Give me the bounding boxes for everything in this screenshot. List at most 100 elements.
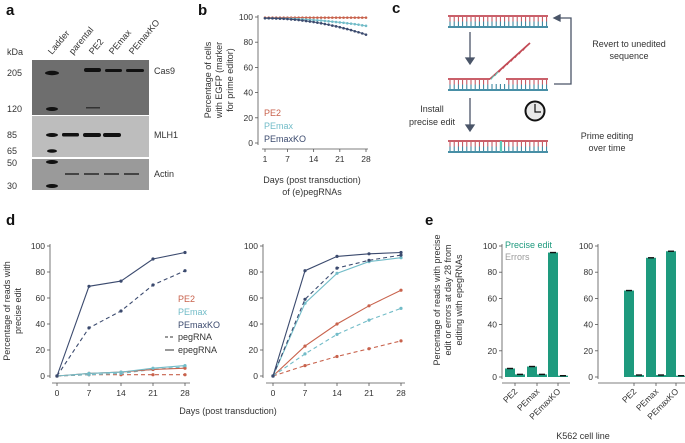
data-point-pemaxko: [338, 25, 342, 29]
flap-base: [510, 57, 515, 62]
legend-epegrna: epegRNA: [178, 345, 217, 355]
flap-base: [506, 60, 511, 66]
y-tick-label: 80: [584, 267, 594, 277]
data-point-pemaxko-epegrna: [271, 374, 275, 378]
chart-precise-vs-errors: 020406080100PE2PEmaxPEmaxKO020406080100P…: [432, 234, 685, 441]
data-point-pemaxko: [308, 20, 312, 23]
data-point-pemax: [357, 23, 360, 26]
bar-pe2-errors: [515, 374, 525, 377]
blot-bands: [45, 68, 144, 188]
data-point-pe2-epegrna: [303, 344, 307, 348]
data-point-pemaxko: [364, 33, 368, 36]
panel-label-a: a: [6, 2, 15, 19]
ladder-85: 85: [7, 130, 17, 140]
data-point-pemax-epegrna: [335, 271, 339, 275]
bar-pe2-precise-edit: [624, 290, 634, 377]
y-tick-label: 80: [488, 267, 498, 277]
x-tick-label: 7: [303, 388, 308, 398]
y-tick-label: 60: [249, 293, 259, 303]
revert-label-line2: sequence: [609, 51, 648, 61]
data-point-pemaxko: [278, 17, 282, 20]
flap-base: [522, 46, 527, 51]
lane-label-ladder: Ladder: [46, 28, 72, 56]
data-point-pemaxko-epegrna: [303, 269, 307, 273]
data-point-pemax: [345, 22, 349, 25]
data-point-pe2-epegrna: [367, 304, 371, 308]
y-tick-label: 0: [248, 138, 253, 148]
x-tick-label: 7: [285, 154, 290, 164]
clock-label-line1: Prime editing: [581, 131, 634, 141]
y-tick-label: 100: [31, 241, 45, 251]
data-point-pemaxko-epegrna: [183, 250, 187, 255]
x-tick-label: 21: [148, 388, 158, 398]
data-point-pemax: [349, 22, 353, 25]
bar-pemax-precise-edit: [646, 257, 656, 377]
x-tick-label: 21: [335, 154, 345, 164]
legend-pemax: PEmax: [264, 121, 294, 131]
x-tick-label: 0: [55, 388, 60, 398]
x-axis-label: Days (post transduction): [179, 406, 277, 416]
data-point-pe2-pegrna: [399, 339, 403, 343]
protein-label-actin: Actin: [154, 169, 174, 179]
data-point-pemaxko: [267, 16, 271, 20]
protein-label-cas9: Cas9: [154, 66, 175, 76]
data-point-pemax: [316, 18, 319, 22]
bar-pemax-errors: [656, 375, 666, 377]
data-point-pe2: [304, 16, 308, 19]
data-point-pe2: [334, 16, 338, 19]
bar-pemaxko-precise-edit: [666, 251, 676, 377]
western-blot: kDa Ladder parental PE2 PEmax PEmaxKO 20…: [7, 18, 178, 191]
y-tick-label: 100: [239, 12, 253, 22]
bar-pe2-errors: [634, 375, 644, 377]
subplot-d-right: 0 20 40 60 80 100 0 7 14 21 28: [244, 241, 406, 398]
subplot-d-left: 0 20 40 60 80 100 0 7 14 21 28: [31, 241, 190, 398]
data-point-pemaxko: [327, 23, 330, 26]
data-point-pemaxko-epegrna: [119, 279, 123, 283]
series-line-pemaxko: [265, 17, 367, 36]
legend-precise-edit: Precise edit: [505, 240, 553, 250]
y-tick-label: 20: [488, 346, 498, 356]
series-line-pemax-pegrna: [272, 307, 402, 377]
dna-edited: [448, 140, 548, 153]
data-point-pemaxko: [263, 16, 267, 20]
y-axis-label-line: edit or errors at day 28 from: [443, 244, 453, 355]
bar-pemax-precise-edit: [527, 366, 537, 377]
panel-label-e: e: [425, 212, 433, 229]
y-tick-label: 60: [244, 62, 254, 72]
prime-editing-diagram: Revert to unedited sequence Install prec…: [409, 13, 666, 153]
data-point-pemaxko: [289, 18, 293, 21]
x-tick-label: PE2: [501, 386, 520, 405]
y-tick-label: 80: [244, 37, 254, 47]
data-point-pe2: [319, 16, 323, 19]
y-axis-label-line: editing with epegRNAs: [454, 254, 464, 346]
clock-icon: [524, 100, 546, 122]
ladder-120: 120: [7, 104, 22, 114]
data-point-pemaxko: [323, 22, 327, 26]
data-point-pemaxko-epegrna: [55, 374, 59, 378]
lane-label-pe2: PE2: [87, 37, 106, 56]
data-point-pemaxko: [297, 18, 300, 22]
data-point-pemax-epegrna: [399, 256, 403, 260]
data-point-pemaxko-epegrna: [151, 257, 155, 261]
arrow-head-2: [464, 124, 476, 133]
data-point-pe2: [327, 16, 330, 19]
ladder-50: 50: [7, 158, 17, 168]
legend-pe2: PE2: [178, 294, 195, 304]
y-axis-label-line: for prime editor): [225, 48, 235, 112]
x-tick-label: 7: [87, 388, 92, 398]
data-point-pe2: [331, 16, 334, 19]
data-point-pe2-pegrna: [151, 373, 155, 377]
data-point-pe2: [323, 16, 327, 19]
x-axis-label-line: of (e)pegRNAs: [282, 187, 342, 197]
x-tick-label: 14: [332, 388, 342, 398]
flap-base: [498, 67, 503, 73]
data-point-pe2: [312, 16, 315, 19]
y-axis-label-line: Percentage of reads with: [2, 261, 12, 361]
data-point-pemaxko-pegrna: [183, 269, 187, 273]
data-point-pemax: [319, 19, 323, 22]
legend-pemax: PEmax: [178, 307, 208, 317]
data-point-pemaxko: [360, 32, 364, 35]
bar-pemaxko-precise-edit: [548, 252, 558, 377]
